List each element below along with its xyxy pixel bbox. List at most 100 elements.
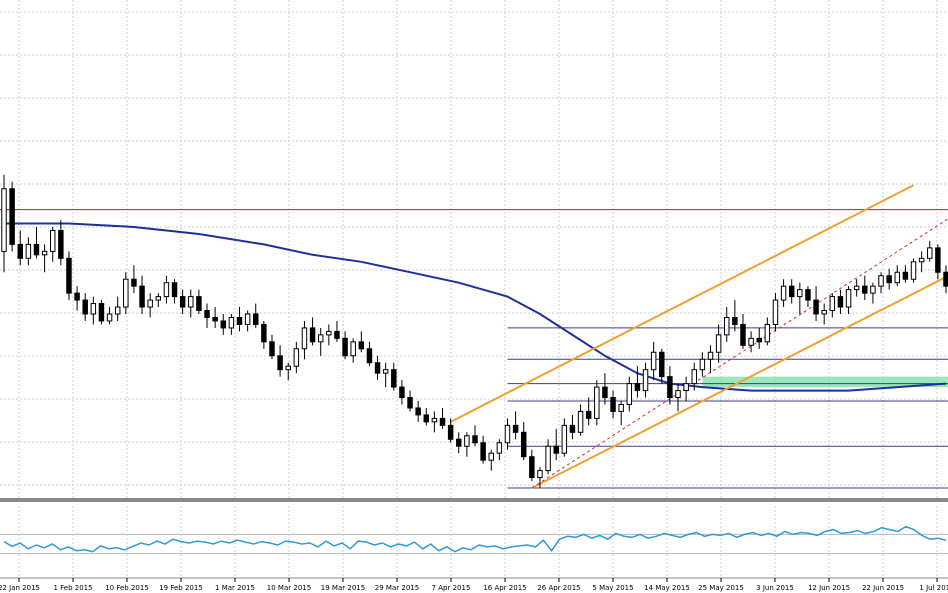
- candle-body: [33, 243, 40, 256]
- candle-body: [512, 424, 519, 433]
- candle: [358, 331, 365, 353]
- candle-body: [423, 414, 430, 423]
- candle: [667, 366, 673, 405]
- x-tick-label: 12 Jun 2015: [808, 584, 850, 592]
- candle-body: [707, 351, 714, 360]
- candle: [610, 390, 616, 419]
- price-channel: [450, 184, 948, 489]
- candle: [66, 251, 72, 301]
- candle-body: [715, 334, 722, 353]
- candle-body: [179, 296, 186, 308]
- candle-body: [529, 456, 535, 479]
- candle: [147, 293, 153, 318]
- candle-body: [472, 435, 478, 444]
- x-tick-label: 26 Apr 2015: [537, 584, 580, 592]
- candle: [447, 418, 454, 443]
- candle-body: [391, 369, 397, 388]
- candle-body: [886, 275, 892, 284]
- candle: [423, 407, 430, 426]
- candle-body: [683, 383, 689, 392]
- candle-body: [415, 407, 421, 416]
- candle: [780, 279, 787, 308]
- support-zone-band: [702, 376, 948, 388]
- candle: [512, 411, 519, 440]
- candle-body: [902, 271, 909, 280]
- candle: [58, 220, 64, 266]
- candle-body: [894, 271, 901, 284]
- candle-body: [58, 229, 64, 259]
- candle-body: [748, 337, 754, 346]
- grid-lines: [0, 0, 948, 578]
- candle: [171, 279, 178, 304]
- candle: [196, 289, 202, 314]
- candle: [902, 265, 909, 283]
- candle: [350, 338, 356, 363]
- candle: [236, 307, 243, 332]
- candle: [537, 467, 543, 488]
- candle: [163, 275, 170, 304]
- candle: [49, 227, 56, 262]
- candle-body: [106, 313, 113, 322]
- candle: [927, 240, 933, 262]
- candle-body: [82, 299, 88, 315]
- candle: [464, 432, 470, 457]
- candle-body: [853, 285, 860, 291]
- candle-body: [553, 445, 559, 454]
- candle-body: [244, 313, 251, 325]
- candle-body: [334, 330, 340, 339]
- candle: [131, 265, 137, 294]
- candle-body: [439, 417, 446, 426]
- moving-average: [4, 222, 947, 392]
- candlesticks: [1, 174, 948, 488]
- candle-body: [253, 313, 259, 325]
- candle: [82, 293, 88, 321]
- candle-body: [561, 424, 568, 454]
- candle: [569, 414, 576, 440]
- candle: [488, 449, 494, 471]
- candle: [699, 352, 706, 377]
- candle: [853, 279, 860, 297]
- oscillator-line: [3, 525, 947, 553]
- candle: [496, 439, 503, 461]
- candle-body: [837, 296, 844, 308]
- candle-body: [196, 296, 202, 312]
- pane-divider[interactable]: [0, 498, 948, 579]
- moving-average-line: [4, 222, 947, 392]
- candle: [740, 314, 746, 349]
- candle-body: [123, 278, 129, 308]
- candle-body: [732, 316, 738, 325]
- candle-body: [464, 435, 470, 447]
- support-zone: [702, 376, 948, 388]
- candle-body: [431, 417, 438, 423]
- candle: [155, 293, 162, 308]
- channel-mid-line: [531, 218, 948, 489]
- candle-body: [228, 316, 235, 329]
- candle: [431, 411, 438, 433]
- candle: [797, 282, 803, 314]
- candle-body: [155, 296, 162, 301]
- candle: [707, 345, 714, 374]
- candle: [594, 380, 600, 426]
- candle: [634, 366, 641, 398]
- candle-body: [358, 341, 365, 350]
- candle-body: [910, 261, 917, 280]
- x-tick-label: 5 May 2015: [592, 584, 633, 592]
- x-tick-label: 10 Feb 2015: [105, 584, 149, 592]
- candle-body: [537, 470, 543, 479]
- candle: [285, 362, 291, 381]
- candle: [106, 307, 113, 325]
- candle: [228, 314, 235, 335]
- candle-body: [326, 330, 332, 336]
- candle-body: [90, 303, 97, 315]
- candle-body: [659, 351, 665, 378]
- candle: [317, 327, 324, 356]
- candle: [805, 286, 811, 308]
- candle-body: [171, 282, 178, 298]
- candle-body: [25, 243, 32, 259]
- candle: [212, 307, 218, 328]
- candle-body: [447, 424, 454, 440]
- candle: [98, 300, 105, 325]
- x-axis-ticks: 22 Jan 2015 1 Feb 2015 10 Feb 2015 19 Feb 2…: [0, 578, 948, 592]
- candle: [415, 401, 421, 422]
- candle-body: [220, 320, 226, 329]
